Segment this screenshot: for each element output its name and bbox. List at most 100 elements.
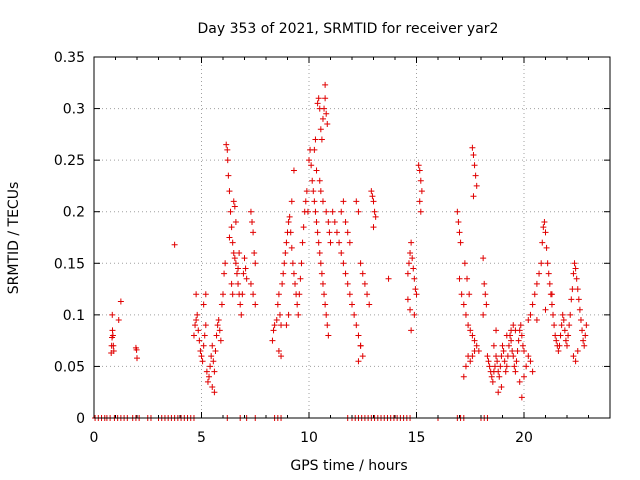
y-tick-label: 0.25 <box>54 153 85 169</box>
data-point <box>579 327 586 334</box>
data-point <box>552 332 559 339</box>
data-point <box>294 301 301 308</box>
data-point <box>290 167 297 174</box>
y-tick-label: 0.05 <box>54 359 85 375</box>
data-point <box>215 317 222 324</box>
data-point <box>203 368 210 375</box>
data-point <box>355 358 362 365</box>
data-point <box>310 188 317 195</box>
data-point <box>404 270 411 277</box>
data-point <box>223 141 230 148</box>
data-point <box>281 260 288 267</box>
data-point <box>355 208 362 215</box>
data-point <box>581 342 588 349</box>
data-point <box>289 260 296 267</box>
x-tick-label: 15 <box>408 430 426 446</box>
data-point <box>333 229 340 236</box>
data-point <box>313 219 320 226</box>
data-point <box>548 291 555 298</box>
data-point <box>316 177 323 184</box>
data-point <box>306 157 312 164</box>
data-point <box>541 219 548 226</box>
data-point <box>279 280 286 287</box>
data-point <box>469 144 476 151</box>
data-point <box>200 342 207 349</box>
data-point <box>533 317 540 324</box>
data-point <box>527 358 534 365</box>
data-point <box>224 146 231 153</box>
data-point <box>217 337 224 344</box>
data-point <box>208 353 215 360</box>
data-point <box>550 311 557 318</box>
data-point <box>545 270 552 277</box>
data-point <box>336 239 343 246</box>
data-point <box>304 208 311 215</box>
data-point <box>525 353 532 360</box>
data-point <box>466 291 473 298</box>
data-point <box>326 229 333 236</box>
data-point <box>340 198 347 205</box>
data-point <box>495 368 502 375</box>
data-point <box>197 347 204 354</box>
data-point <box>325 219 332 226</box>
data-point <box>513 358 520 365</box>
data-point <box>210 358 217 365</box>
data-point <box>461 260 468 267</box>
data-point <box>344 280 351 287</box>
data-point <box>228 280 235 287</box>
data-point <box>323 311 330 318</box>
data-point <box>252 260 259 267</box>
data-point <box>564 342 570 349</box>
data-point <box>311 198 318 205</box>
data-point <box>216 327 223 334</box>
data-point <box>412 286 419 293</box>
data-point <box>580 337 587 344</box>
data-point <box>300 224 307 231</box>
data-point <box>467 358 474 365</box>
data-point <box>211 368 218 375</box>
data-point <box>565 332 572 339</box>
data-point <box>531 291 538 298</box>
data-point <box>503 363 510 370</box>
data-point <box>329 208 336 215</box>
data-point <box>480 255 487 262</box>
data-point <box>206 373 213 380</box>
x-tick-label: 20 <box>515 430 533 446</box>
data-point <box>302 198 309 205</box>
data-point <box>571 260 578 267</box>
data-point <box>460 373 467 380</box>
data-point <box>574 347 581 354</box>
y-tick-label: 0.1 <box>63 308 85 324</box>
data-point <box>542 306 549 313</box>
data-point <box>269 337 276 344</box>
data-point <box>370 224 377 231</box>
data-point <box>372 213 379 220</box>
data-point <box>319 115 326 122</box>
data-point <box>489 378 496 385</box>
data-point <box>221 270 228 277</box>
data-point <box>274 301 281 308</box>
data-point <box>285 219 292 226</box>
data-point <box>523 363 530 370</box>
data-point <box>133 346 140 353</box>
data-point <box>546 280 553 287</box>
data-point <box>324 322 331 329</box>
data-point <box>548 301 555 308</box>
data-point <box>349 301 355 308</box>
data-point <box>211 389 218 396</box>
data-point <box>237 301 244 308</box>
data-point <box>480 311 487 318</box>
chart-title: Day 353 of 2021, SRMTID for receiver yar… <box>198 21 499 37</box>
data-point <box>498 353 505 360</box>
data-point <box>385 275 392 282</box>
data-point <box>202 322 209 329</box>
data-point <box>509 347 516 354</box>
data-point <box>494 358 501 365</box>
data-point <box>469 353 476 360</box>
data-point <box>512 368 519 375</box>
data-point <box>413 291 420 298</box>
x-tick-label: 10 <box>300 430 318 446</box>
data-point <box>171 241 178 248</box>
data-point <box>315 239 322 246</box>
data-point <box>510 353 517 360</box>
